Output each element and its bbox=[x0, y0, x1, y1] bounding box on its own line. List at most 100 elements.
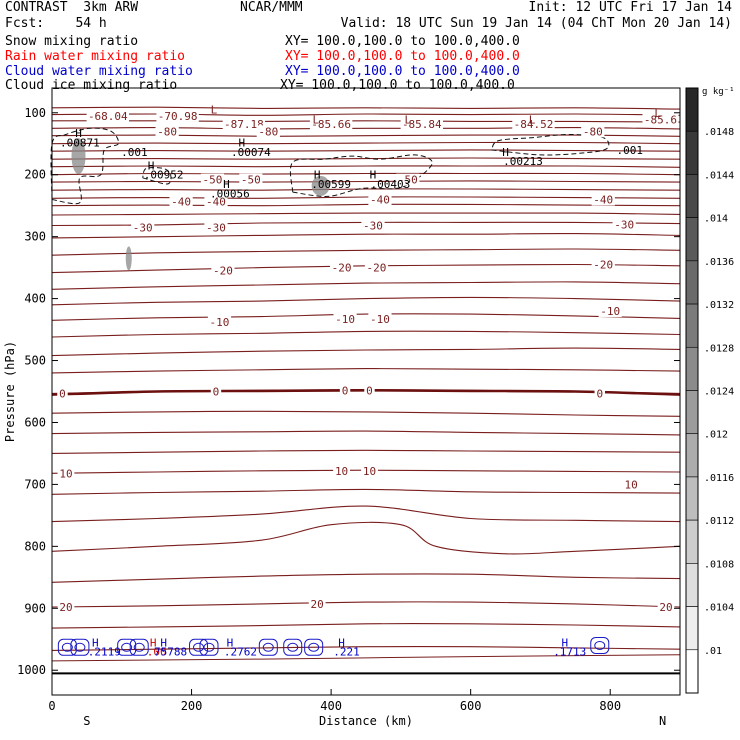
snow-shaded-blob bbox=[311, 175, 330, 196]
colorbar-swatch bbox=[685, 433, 699, 478]
contour-label-bg bbox=[155, 125, 179, 138]
y-tick-label: 900 bbox=[24, 601, 46, 615]
temperature-contour bbox=[51, 430, 681, 436]
cloud-water-contour bbox=[189, 638, 209, 656]
colorbar-swatch bbox=[685, 649, 699, 694]
contour-label-bg bbox=[333, 464, 350, 477]
colorbar-label: .0132 bbox=[704, 300, 734, 311]
extremum-label: L bbox=[529, 114, 536, 127]
temperature-contour bbox=[51, 601, 681, 608]
contour-label-bg bbox=[364, 384, 375, 397]
cloud-value-label: H bbox=[562, 636, 569, 649]
cloud-water-contour bbox=[70, 638, 90, 656]
temperature-contour bbox=[51, 573, 681, 583]
extremum-label: L bbox=[405, 114, 412, 127]
cloud-water-contour-inner bbox=[262, 642, 274, 652]
contour-label-bg bbox=[368, 193, 392, 206]
cloud-value-label: H bbox=[92, 636, 99, 649]
cloud-water-contour bbox=[590, 636, 610, 654]
colorbar-label: .0136 bbox=[704, 257, 734, 268]
contour-label-bg bbox=[329, 261, 354, 274]
contour-label: -40 bbox=[370, 193, 390, 206]
extremum-label: L bbox=[312, 114, 319, 127]
colorbar-swatch bbox=[685, 260, 699, 305]
cloud-water-contour-inner bbox=[121, 642, 133, 652]
contour-label: 0 bbox=[366, 384, 373, 397]
contour-label-bg bbox=[594, 387, 605, 400]
colorbar-label: .01 bbox=[704, 646, 722, 657]
temperature-contour bbox=[51, 203, 681, 207]
colorbar-label: .0104 bbox=[704, 603, 734, 614]
extremum-label: H bbox=[314, 169, 321, 182]
contour-label: 0 bbox=[596, 387, 603, 400]
colorbar-swatch bbox=[685, 174, 699, 218]
snow-contour-dashed bbox=[491, 133, 610, 156]
contour-label: -40 bbox=[206, 195, 226, 208]
temperature-contour bbox=[51, 521, 681, 555]
snow-contour-dashed bbox=[50, 127, 120, 205]
snow-contour-dashed bbox=[142, 167, 172, 185]
colorbar-swatch bbox=[685, 217, 699, 262]
cloud-water-contour bbox=[199, 638, 219, 656]
contour-label: -85.6 bbox=[644, 114, 677, 127]
y-tick-label: 1000 bbox=[17, 663, 46, 677]
contour-label-bg bbox=[598, 304, 622, 317]
cloud-water-contour-inner bbox=[287, 642, 299, 652]
colorbar-swatch bbox=[685, 87, 699, 132]
colorbar-label: .0112 bbox=[704, 516, 734, 527]
colorbar-swatch bbox=[685, 476, 699, 521]
colorbar-unit: g kg⁻¹ bbox=[702, 87, 735, 97]
field-xy-snow: XY= 100.0,100.0 to 100.0,400.0 bbox=[285, 34, 520, 49]
contour-label-bg bbox=[368, 313, 392, 326]
y-tick-label: 500 bbox=[24, 354, 46, 368]
colorbar-label: .014 bbox=[704, 214, 728, 225]
snow-value-label: .00074 bbox=[231, 146, 271, 159]
colorbar-label: .012 bbox=[704, 430, 728, 441]
contour-label: -10 bbox=[335, 313, 355, 326]
y-tick-label: 100 bbox=[24, 106, 46, 120]
contour-label-bg bbox=[156, 109, 199, 122]
contour-label-bg bbox=[612, 218, 636, 231]
contour-label: 10 bbox=[335, 465, 348, 478]
colorbar-swatch bbox=[685, 303, 699, 348]
contour-label: -40 bbox=[593, 193, 613, 206]
contour-label-bg bbox=[512, 117, 555, 130]
contour-label-bg bbox=[364, 261, 389, 274]
cloud-water-contour-inner bbox=[74, 642, 86, 652]
contour-label: -20 bbox=[213, 265, 233, 278]
cloud-water-contour bbox=[57, 638, 77, 656]
colorbar-label: .0148 bbox=[704, 127, 734, 138]
temperature-contour bbox=[51, 410, 681, 417]
contour-label-bg bbox=[309, 117, 353, 130]
temperature-contour bbox=[51, 141, 681, 145]
field-label-cloud-ice: Cloud ice mixing ratio bbox=[5, 78, 178, 93]
contour-label: -84.52 bbox=[514, 118, 554, 131]
cloud-water-contour-inner bbox=[61, 642, 73, 652]
contour-label-bg bbox=[591, 193, 615, 206]
temperature-contour bbox=[51, 180, 681, 183]
cloud-water-contour bbox=[283, 638, 303, 656]
field-label-snow: Snow mixing ratio bbox=[5, 34, 139, 49]
contour-label: -40 bbox=[171, 195, 191, 208]
contour-label: -50 bbox=[398, 174, 418, 187]
contour-label-bg bbox=[622, 478, 640, 491]
contour-label: -70.98 bbox=[158, 110, 198, 123]
contour-label-bg bbox=[200, 173, 225, 186]
forecast-hour: Fcst: 54 h bbox=[5, 16, 107, 31]
colorbar-frame bbox=[685, 87, 699, 694]
temperature-contour bbox=[51, 172, 681, 176]
temperature-contour bbox=[51, 106, 681, 110]
cloud-water-contour-inner bbox=[308, 642, 320, 652]
colorbar-label: .0108 bbox=[704, 559, 734, 570]
snow-value-label: .001 bbox=[617, 144, 644, 157]
cloud-value-label: H bbox=[338, 636, 345, 649]
contour-label: -80 bbox=[258, 125, 278, 138]
cloud-water-contour-inner bbox=[133, 642, 145, 652]
temperature-contour bbox=[51, 157, 681, 160]
temperature-contour bbox=[51, 232, 681, 239]
colorbar-label: .0144 bbox=[704, 170, 734, 181]
snow-value-label: .00403 bbox=[371, 178, 411, 191]
contour-label: 0 bbox=[342, 384, 349, 397]
colorbar-swatch bbox=[685, 346, 699, 391]
